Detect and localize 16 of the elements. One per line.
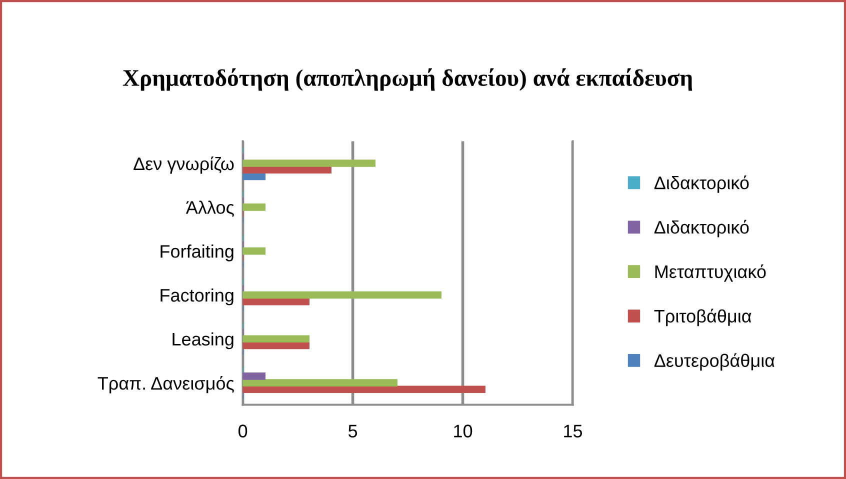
x-tick-label: 0 — [238, 424, 248, 438]
y-tick-label: Factoring — [160, 288, 234, 306]
x-tick-label: 5 — [348, 424, 358, 438]
y-tick-label: Δεν γνωρίζω — [134, 156, 234, 174]
y-tick-label: Άλλος — [186, 200, 234, 217]
legend-label: Διδακτορικό — [654, 175, 749, 193]
y-tick-label: Forfaiting — [160, 244, 234, 262]
x-tick-label: 10 — [454, 424, 472, 438]
y-tick-label: Leasing — [172, 332, 234, 350]
chart-title: Χρηματοδότηση (αποπληρωμή δανείου) ανά εκπαίδευση — [122, 68, 692, 91]
y-tick-label: Τραπ. Δανεισμός — [98, 376, 234, 394]
x-tick-label: 15 — [564, 424, 582, 438]
legend-label: Μεταπτυχιακό — [655, 264, 766, 282]
legend-label: Τριτοβάθμια — [654, 308, 752, 326]
legend-label: Δευτεροβάθμια — [654, 353, 775, 371]
legend-label: Διδακτορικό — [654, 220, 749, 238]
